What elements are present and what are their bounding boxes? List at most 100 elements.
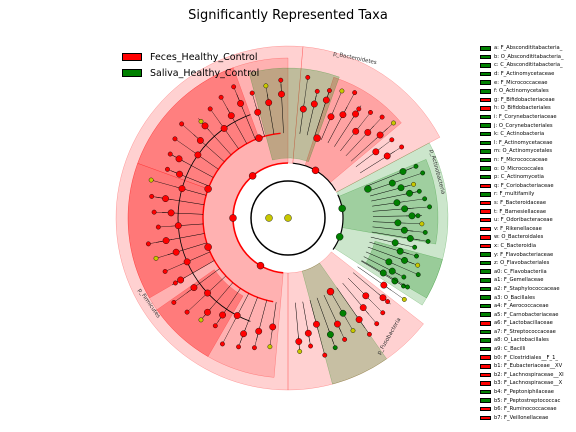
internal-node [338,204,346,213]
taxa-key-label: f: O_Actinomycetales [494,88,549,95]
taxon-node [385,258,393,266]
taxa-key-swatch [480,131,491,137]
taxa-key-label: z: O_Flavobacteriales [494,260,550,267]
taxa-key-item: l: F_Actinomycetaceae [480,139,564,148]
internal-node [364,185,372,193]
taxa-key-item: a: F_Abscondititabacteria_ [480,44,564,53]
taxon-leaf-node [220,341,225,347]
taxon-node [399,168,407,175]
taxon-node [359,304,367,312]
taxon-node [227,112,235,120]
firmicutes-red-block-3 [156,269,244,357]
taxa-key-label: a: F_Abscondititabacteria_ [494,45,563,52]
taxa-key-item: i: F_Corynebacteriaceae [480,113,564,122]
taxon-node [396,247,404,255]
taxon-leaf-node [263,83,269,89]
taxon-node [322,96,330,104]
taxon-node [240,330,247,338]
taxa-key-item: a4: F_Aerococcaceae [480,302,564,311]
taxa-key-label: a1: F_Gemellaceae [494,277,544,284]
taxon-leaf-node [425,239,431,244]
taxon-leaf-node [412,244,418,250]
taxa-key-swatch [480,406,491,412]
taxa-key-swatch [480,389,491,395]
taxon-leaf-node [151,209,157,215]
taxon-node [380,281,388,289]
taxa-key-swatch [480,166,491,171]
taxa-key-item: e: F_Micrococcaceae [480,78,564,87]
taxa-key-label: b3: F_Lachnospiraceae__X [494,380,563,387]
taxa-key-label: a3: O_Bacillales [494,294,535,301]
taxa-key-swatch [480,89,491,94]
taxa-key-swatch [480,97,491,103]
taxa-key-item: a2: F_Staphylococcaceae [480,285,564,294]
internal-node [335,233,344,241]
taxon-leaf-node [419,221,425,227]
legend-entry-saliva: Saliva_Healthy_Control [122,65,259,81]
taxa-key-label: b7: F_Veillonellaceae [494,414,549,421]
taxon-node [172,248,180,256]
taxa-key-label: t: F_Barnesiellaceae [494,208,547,215]
taxa-key-item: r: F_multifamily [480,190,564,199]
taxa-key-label: g: F_Bifidobacteriaceae [494,96,555,103]
taxa-key-label: b4: F_Peptoniphilaceae [494,389,554,396]
taxon-leaf-node [162,269,168,274]
taxa-key-swatch [480,278,491,283]
taxa-key-swatch [480,312,491,317]
taxa-key-swatch [480,346,491,352]
taxon-leaf-node [167,151,173,157]
taxon-leaf-node [297,349,303,354]
taxon-node [364,129,372,136]
taxon-leaf-node [207,106,213,112]
taxon-leaf-node [322,352,328,358]
taxon-node [355,316,363,323]
taxa-key-label: b1: F_Eubacteriaceae__XV [494,363,563,370]
taxa-key-label: b: O_Abscondititabacteria_ [494,53,564,60]
taxa-key-swatch [480,372,491,378]
taxon-node [176,170,183,178]
taxa-key-label: j: O_Corynebacteriales [494,122,553,129]
taxa-key-label: m: O_Actinomycetales [494,148,553,155]
legend-label-feces: Feces_Healthy_Control [150,51,258,63]
internal-node [204,243,212,251]
internal-node [255,134,263,142]
taxon-leaf-node [171,300,177,305]
taxa-key-swatch [480,415,491,421]
taxon-node [391,239,399,247]
taxon-leaf-node [391,120,396,126]
taxon-node [401,205,409,213]
taxon-node [255,327,263,335]
taxa-key-item: y: F_Flavobacteriaceae [480,250,564,259]
taxon-leaf-node [415,213,421,219]
taxa-key-swatch [480,80,491,85]
taxon-leaf-node [399,144,405,150]
lower-right-shade [287,251,424,391]
taxon-leaf-node [308,343,313,349]
legend-entry-feces: Feces_Healthy_Control [122,49,259,65]
internal-node [229,214,237,222]
internal-node [326,287,335,296]
taxon-leaf-node [249,90,255,96]
taxon-node [201,122,209,130]
taxa-key-item: p: C_Actinomycetia [480,173,564,182]
taxa-key-item: d: F_Actinomycetaceae [480,70,564,79]
taxa-key-label: b2: F_Lachnospiraceae__XI [494,371,564,378]
taxon-node [167,209,175,217]
taxon-node [408,212,416,220]
taxa-key-swatch [480,209,491,214]
chart-title: Significantly Represented Taxa [188,8,388,23]
taxa-key-label: h: O_Bifidobacteriales [494,105,551,112]
taxa-key-swatch [480,114,491,120]
taxon-node [233,312,241,319]
taxon-leaf-node [420,170,426,176]
taxon-leaf-node [342,337,348,342]
taxon-leaf-node [379,114,385,120]
taxon-node [313,320,320,328]
taxa-key-item: z: O_Flavobacteriales [480,259,564,268]
taxon-node [379,269,387,277]
taxa-key-item: g: F_Bifidobacteriaceae [480,96,564,105]
taxon-node [310,100,318,108]
taxa-key-label: a6: F_Lactobacillaceae [494,320,553,327]
taxa-key-label: s: F_Bacteroidaceae [494,199,547,206]
taxon-node [352,110,359,118]
